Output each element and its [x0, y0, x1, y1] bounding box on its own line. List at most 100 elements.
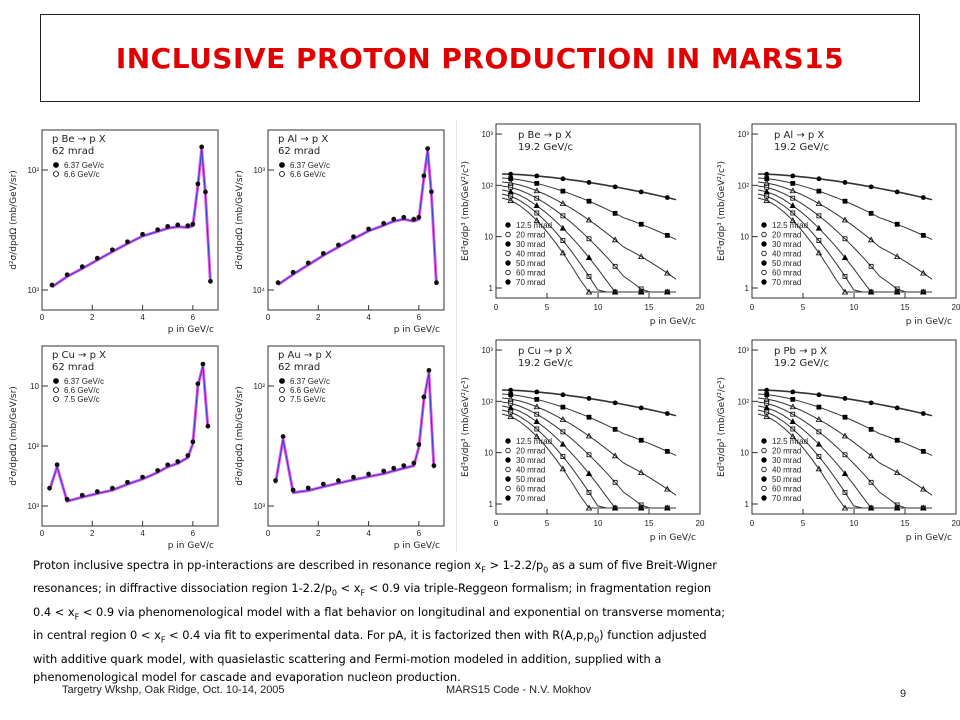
data-point [841, 288, 849, 295]
data-point [110, 247, 115, 253]
x-axis-title: p in GeV/c [650, 533, 696, 543]
legend-marker [761, 495, 767, 501]
data-point [815, 224, 823, 231]
reaction-label: p Cu → p X [52, 350, 106, 361]
y-tick-label: 10³ [737, 346, 749, 355]
y-tick-label: 10³ [27, 502, 39, 511]
y-tick-label: 10³ [27, 286, 39, 295]
data-point [816, 392, 822, 398]
data-point [94, 255, 100, 261]
data-point [559, 249, 567, 256]
y-tick-label: 10 [740, 233, 749, 242]
data-point [612, 426, 618, 432]
data-point [815, 416, 823, 422]
data-point [894, 189, 900, 195]
model-curve [501, 173, 677, 201]
plot-cu-19gev: 0 5 10 15 20 1 10 10² 10³ p in GeV/c Ed³σ/dp³ (mb/… [456, 334, 706, 548]
legend-entry: 70 mrad [772, 494, 801, 503]
data-point [208, 278, 213, 284]
data-point [533, 217, 540, 223]
data-point [534, 389, 540, 395]
data-point [431, 463, 437, 468]
data-point [351, 474, 356, 480]
x-tick-label: 6 [417, 313, 422, 322]
data-point [140, 231, 145, 237]
model-curve [501, 397, 677, 496]
data-point [175, 459, 181, 464]
y-tick-label: 10³ [481, 130, 493, 139]
data-point [585, 254, 593, 260]
data-point [894, 221, 900, 227]
y-axis-title: d²σ/dpdΩ (mb/GeV/sr) [9, 386, 19, 486]
data-point [842, 273, 848, 279]
y-axis-title: Ed³σ/dp³ (mb/GeV²/c³) [717, 161, 727, 261]
data-point [612, 210, 618, 216]
data-point [559, 440, 567, 447]
legend-marker [505, 250, 511, 257]
x-tick-label: 6 [191, 313, 196, 322]
x-tick-label: 20 [696, 303, 705, 312]
data-point [560, 176, 566, 182]
data-point [790, 389, 796, 395]
legend-marker [761, 260, 767, 266]
data-point [920, 448, 926, 454]
data-point [842, 414, 848, 420]
legend-entry: 6.6 GeV/c [64, 170, 100, 179]
data-point [507, 197, 514, 203]
data-point [533, 433, 540, 439]
x-tick-label: 10 [850, 519, 859, 528]
angle-label: 62 mrad [52, 146, 94, 157]
legend-marker [53, 171, 59, 177]
data-point [534, 396, 540, 402]
x-tick-label: 10 [594, 519, 603, 528]
data-point [638, 221, 644, 227]
legend-marker [505, 279, 511, 285]
data-point [290, 269, 296, 275]
data-point [411, 216, 417, 222]
x-tick-label: 15 [901, 303, 910, 312]
energy-label: 19.2 GeV/c [518, 358, 573, 369]
legend-marker [505, 485, 511, 492]
model-curve [501, 389, 677, 417]
data-point [411, 460, 417, 466]
x-axis-title: p in GeV/c [394, 325, 440, 335]
data-point [868, 263, 874, 269]
x-tick-label: 15 [645, 303, 654, 312]
x-axis-title: p in GeV/c [906, 317, 952, 327]
data-point [534, 411, 540, 417]
legend-entry: 12.5 mrad [516, 437, 552, 446]
data-point [764, 171, 770, 177]
data-point [195, 181, 201, 187]
plot-be-19gev: 0 5 10 15 20 1 10 10² 10³ p in GeV/c Ed³σ/dp³ (mb/… [456, 118, 706, 332]
data-point [195, 381, 201, 387]
data-point [789, 217, 796, 223]
model-peak-curve [275, 372, 435, 494]
data-point [585, 216, 593, 223]
legend-entry: 30 mrad [772, 456, 801, 465]
data-point [894, 469, 901, 476]
data-point [816, 454, 822, 459]
data-point [841, 216, 849, 223]
x-axis-title: p in GeV/c [650, 317, 696, 327]
x-tick-label: 5 [545, 303, 550, 312]
data-point [868, 400, 874, 406]
y-tick-label: 10 [484, 233, 493, 242]
legend-entry: 70 mrad [772, 278, 801, 287]
data-point [867, 236, 875, 243]
data-point [336, 478, 341, 483]
data-point [429, 189, 434, 195]
data-point [199, 144, 205, 150]
data-point [155, 227, 161, 233]
legend-entry: 12.5 mrad [772, 221, 808, 230]
legend-entry: 60 mrad [772, 485, 801, 494]
data-point [140, 474, 145, 480]
legend-marker [53, 378, 59, 384]
data-point [790, 396, 796, 402]
data-point [533, 202, 540, 208]
data-point [841, 432, 849, 439]
data-point [559, 224, 567, 231]
data-point [790, 411, 796, 417]
data-point [320, 481, 326, 487]
data-point [842, 180, 848, 185]
data-point [638, 437, 644, 443]
